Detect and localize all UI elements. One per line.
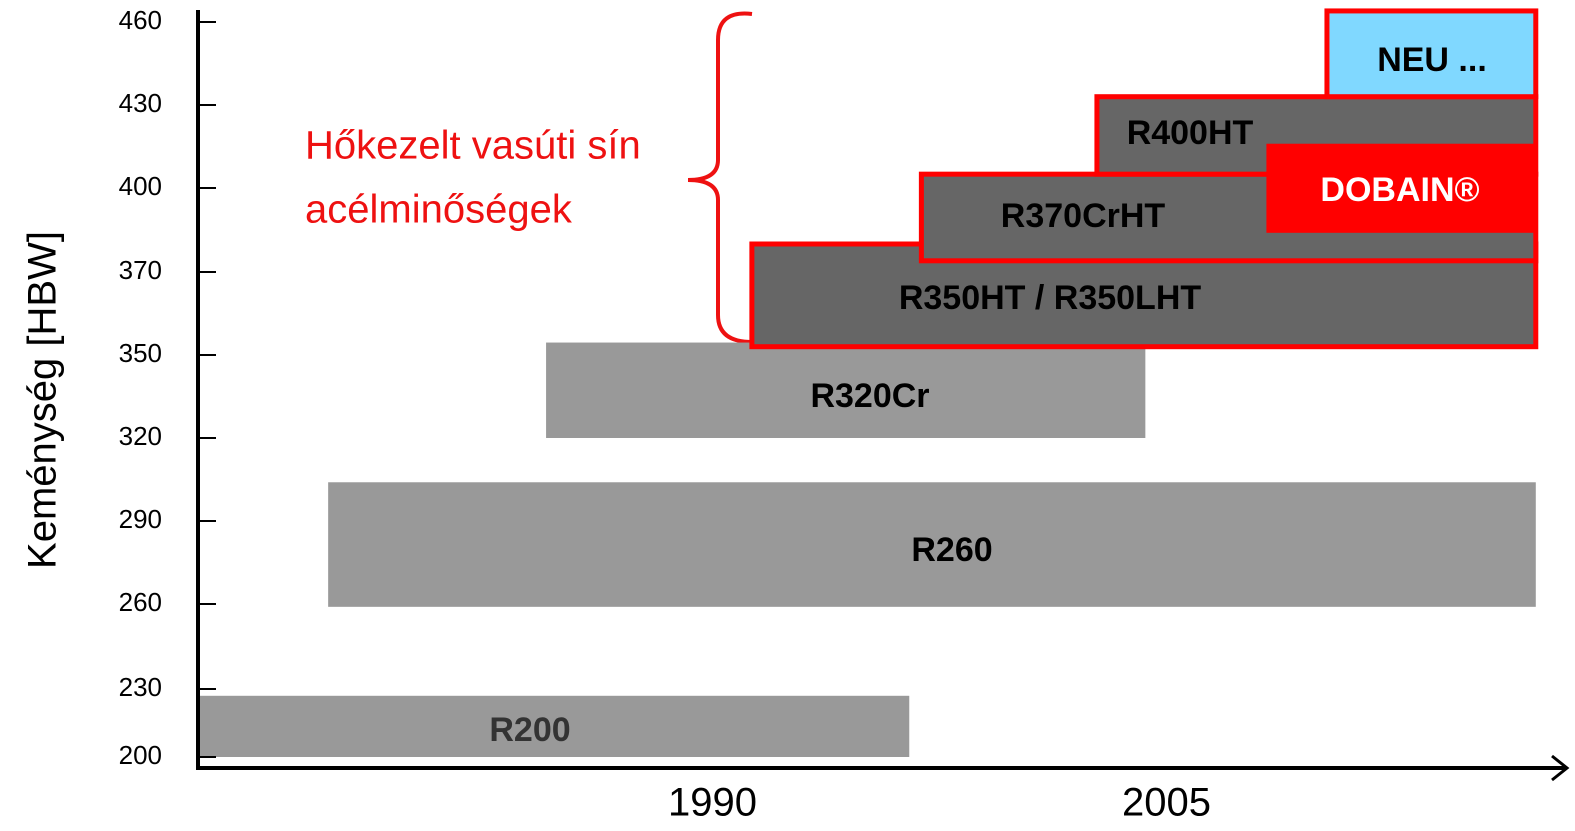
bar bbox=[1324, 8, 1539, 100]
y-axis-label: Keménység [HBW] bbox=[21, 231, 65, 569]
y-tick-label: 320 bbox=[119, 421, 162, 451]
bar-label: R200 bbox=[489, 711, 570, 749]
annotation: acélminőségek bbox=[305, 188, 573, 232]
bar bbox=[198, 695, 910, 757]
y-tick-label: 400 bbox=[119, 171, 162, 201]
bar bbox=[328, 482, 1536, 607]
brace bbox=[687, 11, 753, 344]
bar-label: DOBAIN® bbox=[1320, 171, 1479, 209]
bar bbox=[546, 342, 1146, 438]
annotation: Hőkezelt vasúti sín bbox=[305, 124, 641, 168]
y-tick-label: 430 bbox=[119, 88, 162, 118]
bar-label: R370CrHT bbox=[1001, 197, 1166, 235]
bar-label: R320Cr bbox=[810, 377, 929, 415]
x-tick-label: 1990 bbox=[668, 781, 757, 825]
bar-label: R260 bbox=[911, 531, 992, 569]
y-tick-label: 460 bbox=[119, 5, 162, 35]
y-tick-label: 260 bbox=[119, 587, 162, 617]
bar-label: NEU ... bbox=[1377, 41, 1487, 79]
y-tick-label: 230 bbox=[119, 672, 162, 702]
y-tick-label: 290 bbox=[119, 504, 162, 534]
bar-label: R350HT / R350LHT bbox=[899, 279, 1202, 317]
bar-label: R400HT bbox=[1127, 114, 1254, 152]
y-tick-label: 200 bbox=[119, 740, 162, 770]
bar bbox=[1266, 143, 1536, 233]
y-tick-label: 350 bbox=[119, 338, 162, 368]
y-tick-label: 370 bbox=[119, 255, 162, 285]
x-axis-arrow bbox=[1551, 754, 1570, 782]
x-tick-label: 2005 bbox=[1122, 781, 1211, 825]
